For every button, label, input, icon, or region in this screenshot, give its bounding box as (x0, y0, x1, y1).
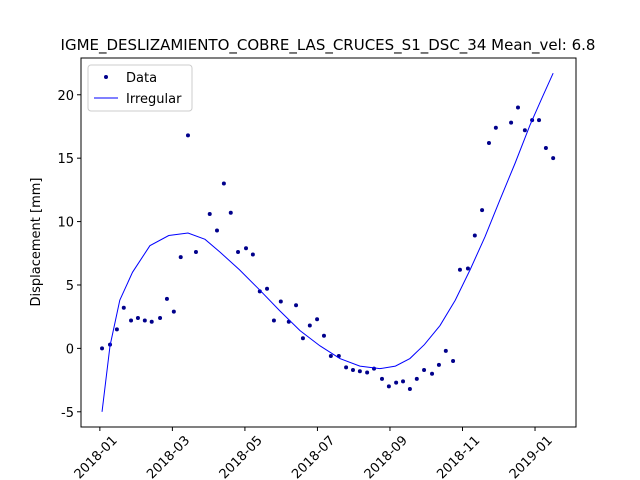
data-point (294, 303, 299, 308)
data-point (100, 346, 105, 351)
data-point (236, 250, 241, 255)
fit-line (101, 73, 554, 412)
data-point (193, 250, 198, 255)
x-tick-label: 2018-05 (217, 433, 266, 480)
legend-label: Irregular (126, 92, 182, 107)
y-tick-label: 5 (66, 279, 74, 294)
plot-frame (80, 57, 577, 428)
data-point (114, 327, 119, 332)
data-point (315, 317, 320, 322)
y-tick-label: 10 (57, 216, 74, 231)
data-point (250, 252, 255, 257)
data-point (422, 367, 427, 372)
x-tick-label: 2018-01 (72, 433, 121, 480)
data-point (300, 336, 305, 341)
data-point (244, 246, 248, 251)
data-point (436, 362, 441, 367)
y-tick-label: 0 (66, 342, 74, 357)
data-point (278, 299, 283, 304)
data-point (207, 211, 212, 216)
legend-marker (104, 75, 108, 79)
x-tick-label: 2018-07 (289, 433, 338, 480)
data-point (357, 369, 362, 374)
data-point (407, 386, 412, 391)
data-point (522, 128, 527, 133)
data-point (537, 118, 542, 123)
data-point (321, 333, 326, 338)
data-point (457, 267, 462, 272)
data-point (486, 140, 491, 145)
data-point (493, 125, 498, 130)
y-axis-label: Displacement [mm] (29, 178, 44, 307)
x-tick-label: 2018-11 (434, 433, 483, 480)
data-point (401, 379, 406, 384)
chart-title: IGME_DESLIZAMIENTO_COBRE_LAS_CRUCES_S1_D… (61, 36, 596, 55)
data-point (543, 146, 548, 151)
data-point (465, 266, 470, 271)
data-point (135, 315, 140, 320)
data-point (265, 286, 270, 291)
y-tick-label: 20 (57, 89, 74, 104)
x-tick-label: 2018-09 (362, 433, 411, 480)
data-point (430, 371, 435, 376)
data-point (344, 365, 349, 370)
legend-box (87, 64, 193, 112)
data-point (451, 359, 456, 364)
data-point (121, 305, 126, 310)
y-tick-label: 15 (57, 152, 74, 167)
data-point (443, 348, 448, 353)
data-point (142, 318, 147, 323)
data-point (164, 296, 169, 301)
x-tick-label: 2019-01 (507, 433, 556, 480)
x-tick-label: 2018-03 (144, 433, 193, 480)
data-point (350, 367, 355, 372)
data-point (379, 376, 384, 381)
data-point (149, 319, 154, 324)
data-point (257, 289, 262, 294)
y-tick-label: -5 (61, 406, 74, 421)
data-point (386, 384, 391, 389)
data-point (129, 318, 134, 323)
data-point (328, 353, 333, 358)
data-point (228, 210, 233, 215)
data-point (307, 323, 312, 328)
data-point (472, 233, 477, 238)
data-point (214, 228, 219, 233)
data-point (171, 309, 176, 314)
data-point (551, 156, 556, 161)
data-point (185, 133, 190, 138)
data-point (509, 120, 514, 125)
data-point (394, 380, 399, 385)
data-point (178, 255, 183, 260)
data-point (480, 208, 485, 213)
legend-label: Data (126, 71, 157, 86)
data-point (414, 376, 419, 381)
data-point (158, 315, 163, 320)
data-point (271, 318, 276, 323)
data-point (365, 370, 370, 375)
data-point (221, 181, 226, 186)
data-point (515, 105, 520, 110)
